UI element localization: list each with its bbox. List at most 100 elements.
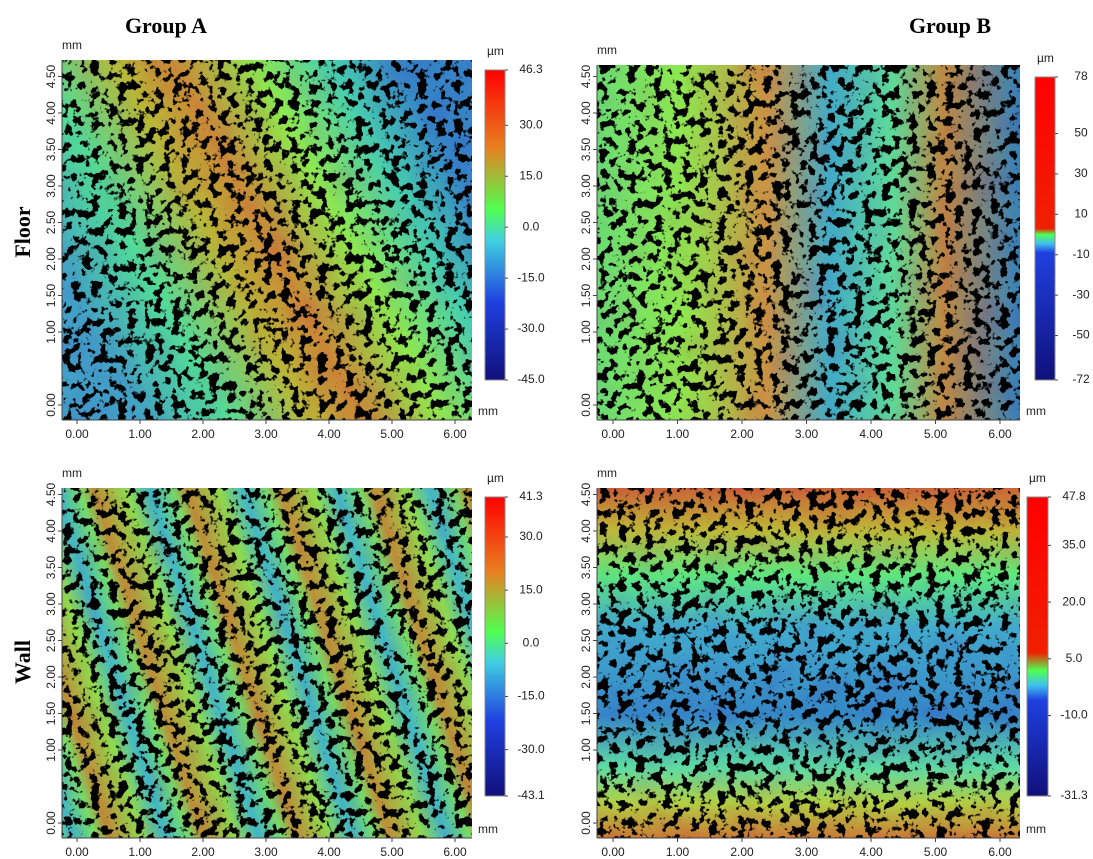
x-tick-label: 6.00 [443,845,467,859]
colorbar-label: -30 [1072,287,1090,301]
y-tick-label: 3.50 [44,555,58,579]
y-tick-label: 1.00 [579,320,593,344]
x-tick-label: 4.00 [859,427,883,441]
colorbar-label: 35.0 [1062,538,1086,552]
colorbar-label: -50 [1072,328,1090,342]
y-tick-label: 0.00 [44,811,58,835]
y-tick-label: 3.00 [44,592,58,616]
y-tick-label: 4.50 [44,64,58,88]
x-unit: mm [478,404,498,418]
x-tick-label: 5.00 [380,845,404,859]
y-tick-label: 1.00 [44,320,58,344]
colorbar-label: -15.0 [517,689,545,703]
colorbar-label: -10 [1072,247,1090,261]
x-tick-label: 1.00 [666,845,690,859]
x-tick-label: 1.00 [128,845,152,859]
height-map-voids [62,488,472,838]
colorbar-label: 47.8 [1062,489,1086,503]
x-tick-label: 6.00 [443,427,467,441]
wall-header: Wall [10,640,35,684]
colorbar-label: -72 [1072,372,1090,386]
colorbar-label: 41.3 [519,489,543,503]
x-tick-label: 5.00 [924,845,948,859]
x-tick-label: 2.00 [191,427,215,441]
y-tick-label: 3.50 [579,137,593,161]
colorbar-label: 46.3 [519,62,543,76]
x-unit: mm [1026,404,1046,418]
colorbar-label: 10 [1074,207,1088,221]
y-tick-label: 3.00 [579,174,593,198]
x-unit: mm [1026,822,1046,836]
y-tick-label: 2.50 [579,210,593,234]
y-tick-label: 2.00 [44,247,58,271]
x-unit: mm [478,822,498,836]
height-map-voids [62,60,472,420]
colorbar [1034,76,1056,381]
colorbar-label: 15.0 [519,582,543,596]
colorbar-label: 30.0 [519,118,543,132]
y-tick-label: 3.50 [579,555,593,579]
colorbar-unit: µm [487,471,504,485]
y-tick-label: 1.50 [44,701,58,725]
group-a-header: Group A [125,13,207,38]
x-tick-label: 2.00 [191,845,215,859]
y-tick-label: 4.50 [44,482,58,506]
y-unit: mm [597,43,617,57]
y-tick-label: 1.50 [44,283,58,307]
y-tick-label: 0.00 [44,393,58,417]
colorbar-label: -43.1 [517,788,545,802]
colorbar-label: 30 [1074,166,1088,180]
group-b-header: Group B [909,13,991,38]
y-tick-label: 2.00 [44,665,58,689]
colorbar [484,69,506,381]
x-tick-label: 1.00 [666,427,690,441]
colorbar-label: 30.0 [519,529,543,543]
x-tick-label: 0.00 [601,845,625,859]
colorbar-label: -10.0 [1060,708,1088,722]
x-tick-label: 2.00 [730,845,754,859]
x-tick-label: 6.00 [988,427,1012,441]
x-tick-label: 0.00 [65,845,89,859]
colorbar-label: 5.0 [1066,651,1083,665]
colorbar-unit: µm [1029,471,1046,485]
colorbar-label: 78 [1074,69,1088,83]
y-unit: mm [597,466,617,480]
floor-header: Floor [10,206,35,258]
y-tick-label: 4.50 [579,64,593,88]
x-tick-label: 3.00 [795,427,819,441]
y-tick-label: 3.00 [579,592,593,616]
y-tick-label: 1.00 [44,738,58,762]
colorbar-label: 15.0 [519,168,543,182]
y-tick-label: 3.50 [44,137,58,161]
x-tick-label: 0.00 [65,427,89,441]
y-tick-label: 1.00 [579,738,593,762]
y-tick-label: 4.00 [579,101,593,125]
colorbar-label: 0.0 [523,219,540,233]
x-tick-label: 6.00 [988,845,1012,859]
colorbar-label: -45.0 [517,372,545,386]
colorbar-label: 20.0 [1062,594,1086,608]
x-tick-label: 3.00 [254,845,278,859]
y-tick-label: 2.50 [44,210,58,234]
y-tick-label: 1.50 [579,701,593,725]
colorbar [484,496,506,797]
x-tick-label: 4.00 [859,845,883,859]
y-tick-label: 3.00 [44,174,58,198]
y-unit: mm [62,38,82,52]
y-tick-label: 4.50 [579,482,593,506]
colorbar-label: -15.0 [517,270,545,284]
x-tick-label: 4.00 [317,845,341,859]
colorbar [1026,496,1049,797]
x-tick-label: 5.00 [380,427,404,441]
x-tick-label: 0.00 [601,427,625,441]
y-tick-label: 2.50 [579,628,593,652]
y-tick-label: 4.00 [44,101,58,125]
y-tick-label: 4.00 [44,519,58,543]
y-tick-label: 0.00 [579,393,593,417]
colorbar-unit: µm [487,44,504,58]
x-tick-label: 1.00 [128,427,152,441]
height-map-voids [597,65,1020,420]
y-tick-label: 2.00 [579,665,593,689]
